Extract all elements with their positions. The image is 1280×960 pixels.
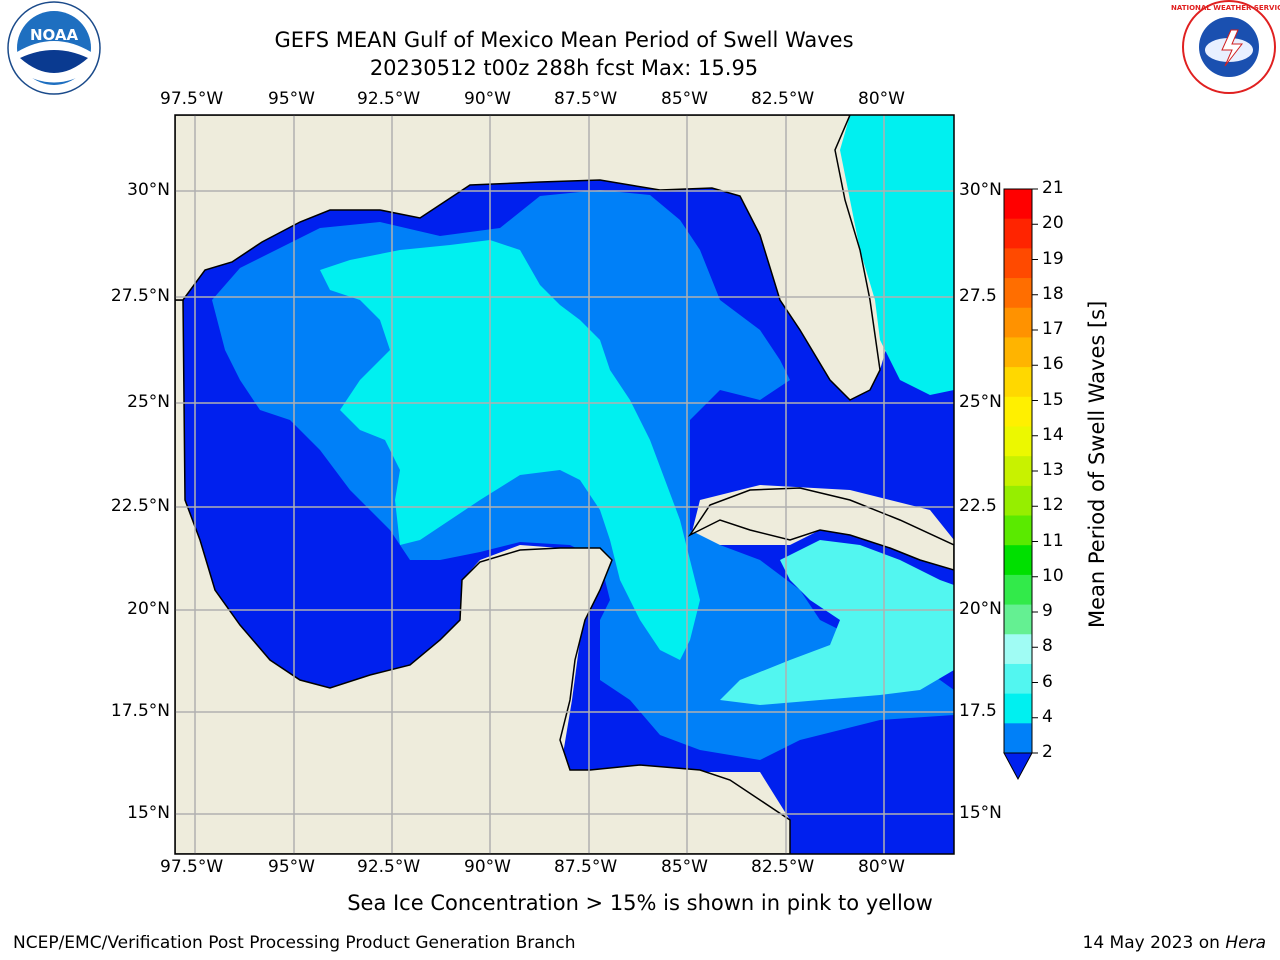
- lon-label: 97.5°W: [160, 857, 224, 877]
- colorbar-extend-arrow: [1003, 752, 1033, 781]
- map-title: GEFS MEAN Gulf of Mexico Mean Period of …: [274, 28, 854, 52]
- colorbar-swatch: [1004, 604, 1032, 635]
- lat-label: 27.5: [959, 286, 997, 306]
- lat-label: 15°N: [127, 803, 170, 823]
- colorbar-tick-label: 12: [1042, 495, 1064, 516]
- colorbar-swatch: [1004, 723, 1032, 754]
- lon-label: 90°W: [464, 857, 511, 877]
- colorbar-tick-label: 17: [1042, 319, 1064, 339]
- nws-logo: NATIONAL WEATHER SERVICE: [1171, 0, 1280, 94]
- colorbar-swatch: [1004, 545, 1032, 576]
- lon-label: 95°W: [268, 89, 315, 109]
- lat-label: 20°N: [959, 599, 1002, 619]
- colorbar-tick-label: 16: [1042, 354, 1064, 375]
- noaa-logo: NOAA: [7, 1, 101, 95]
- lon-label: 90°W: [464, 89, 511, 109]
- lat-label: 25°N: [127, 392, 170, 412]
- colorbar-tick-label: 2: [1042, 742, 1053, 762]
- colorbar-swatch: [1004, 307, 1032, 338]
- sea-ice-note: Sea Ice Concentration > 15% is shown in …: [347, 891, 933, 915]
- lat-label: 20°N: [127, 599, 170, 619]
- colorbar-swatch: [1004, 218, 1032, 249]
- lat-label: 27.5°N: [110, 286, 170, 306]
- colorbar-tick-label: 13: [1042, 460, 1064, 480]
- colorbar-swatch: [1004, 396, 1032, 427]
- lat-label: 15°N: [959, 803, 1002, 823]
- gridlines: [175, 115, 954, 854]
- lon-label: 82.5°W: [751, 857, 815, 877]
- noaa-logo-text: NOAA: [30, 26, 79, 44]
- colorbar-tick-label: 8: [1042, 636, 1053, 657]
- lat-label: 22.5: [959, 496, 997, 516]
- colorbar-swatch: [1004, 485, 1032, 517]
- colorbar-swatch: [1004, 367, 1032, 398]
- colorbar-tick-label: 20: [1042, 213, 1064, 234]
- generation-date-text: 14 May 2023 on: [1082, 933, 1226, 953]
- colorbar-tick-label: 19: [1042, 248, 1064, 269]
- lat-label: 30°N: [959, 180, 1002, 200]
- colorbar-swatch: [1004, 574, 1032, 606]
- colorbar-swatch: [1004, 426, 1032, 457]
- lon-label: 87.5°W: [554, 89, 618, 109]
- colorbar-tick-label: 6: [1042, 671, 1053, 692]
- generation-date: 14 May 2023 on Hera: [1083, 933, 1267, 953]
- colorbar-tick-label: 10: [1042, 565, 1064, 586]
- lat-label: 17.5: [959, 701, 997, 721]
- colorbar-swatch: [1004, 337, 1032, 368]
- colorbar-swatch: [1004, 663, 1032, 695]
- host-name: Hera: [1225, 933, 1266, 953]
- colorbar-label: Mean Period of Swell Waves [s]: [1085, 300, 1109, 628]
- lon-label: 80°W: [858, 857, 905, 877]
- lat-label: 30°N: [127, 180, 170, 200]
- colorbar-tick-label: 21: [1042, 178, 1064, 198]
- lon-label: 80°W: [858, 89, 905, 109]
- lon-label: 85°W: [661, 857, 708, 877]
- gulf-cyan-tongue: [320, 240, 700, 660]
- lon-label: 95°W: [268, 857, 315, 877]
- producer-credit: NCEP/EMC/Verification Post Processing Pr…: [13, 933, 576, 953]
- land-cuba: [687, 487, 954, 571]
- map-subtitle: 20230512 t00z 288h fcst Max: 15.95: [369, 56, 759, 80]
- colorbar-tick-label: 18: [1042, 283, 1064, 304]
- nws-ring-text: NATIONAL WEATHER SERVICE: [1171, 4, 1280, 12]
- lon-label: 97.5°W: [160, 89, 224, 109]
- colorbar-tick-label: 14: [1042, 424, 1064, 445]
- lat-label: 17.5°N: [110, 701, 170, 721]
- lat-label: 22.5°N: [110, 496, 170, 516]
- colorbar: [1003, 188, 1038, 781]
- lon-label: 92.5°W: [357, 89, 421, 109]
- colorbar-swatch: [1004, 515, 1032, 546]
- caribbean-cyan: [720, 540, 954, 705]
- colorbar-swatch: [1004, 189, 1032, 220]
- land-usa: [175, 115, 881, 401]
- colorbar-tick-label: 4: [1042, 706, 1053, 727]
- colorbar-tick-label: 9: [1042, 601, 1053, 621]
- map-border: [174, 114, 955, 855]
- lon-label: 85°W: [661, 89, 708, 109]
- land-mexico-yucatan: [175, 299, 791, 854]
- colorbar-tick-label: 11: [1042, 530, 1064, 551]
- colorbar-tick-label: 15: [1042, 389, 1064, 410]
- lon-label: 87.5°W: [554, 857, 618, 877]
- atlantic-cyan: [840, 115, 954, 395]
- lon-label: 82.5°W: [751, 89, 815, 109]
- colorbar-swatch: [1004, 634, 1032, 665]
- map-canvas: [175, 115, 954, 854]
- colorbar-swatch: [1004, 248, 1032, 279]
- colorbar-swatch: [1004, 456, 1032, 487]
- lon-label: 92.5°W: [357, 857, 421, 877]
- colorbar-swatch: [1004, 693, 1032, 724]
- colorbar-swatch: [1004, 278, 1032, 309]
- lat-label: 25°N: [959, 392, 1002, 412]
